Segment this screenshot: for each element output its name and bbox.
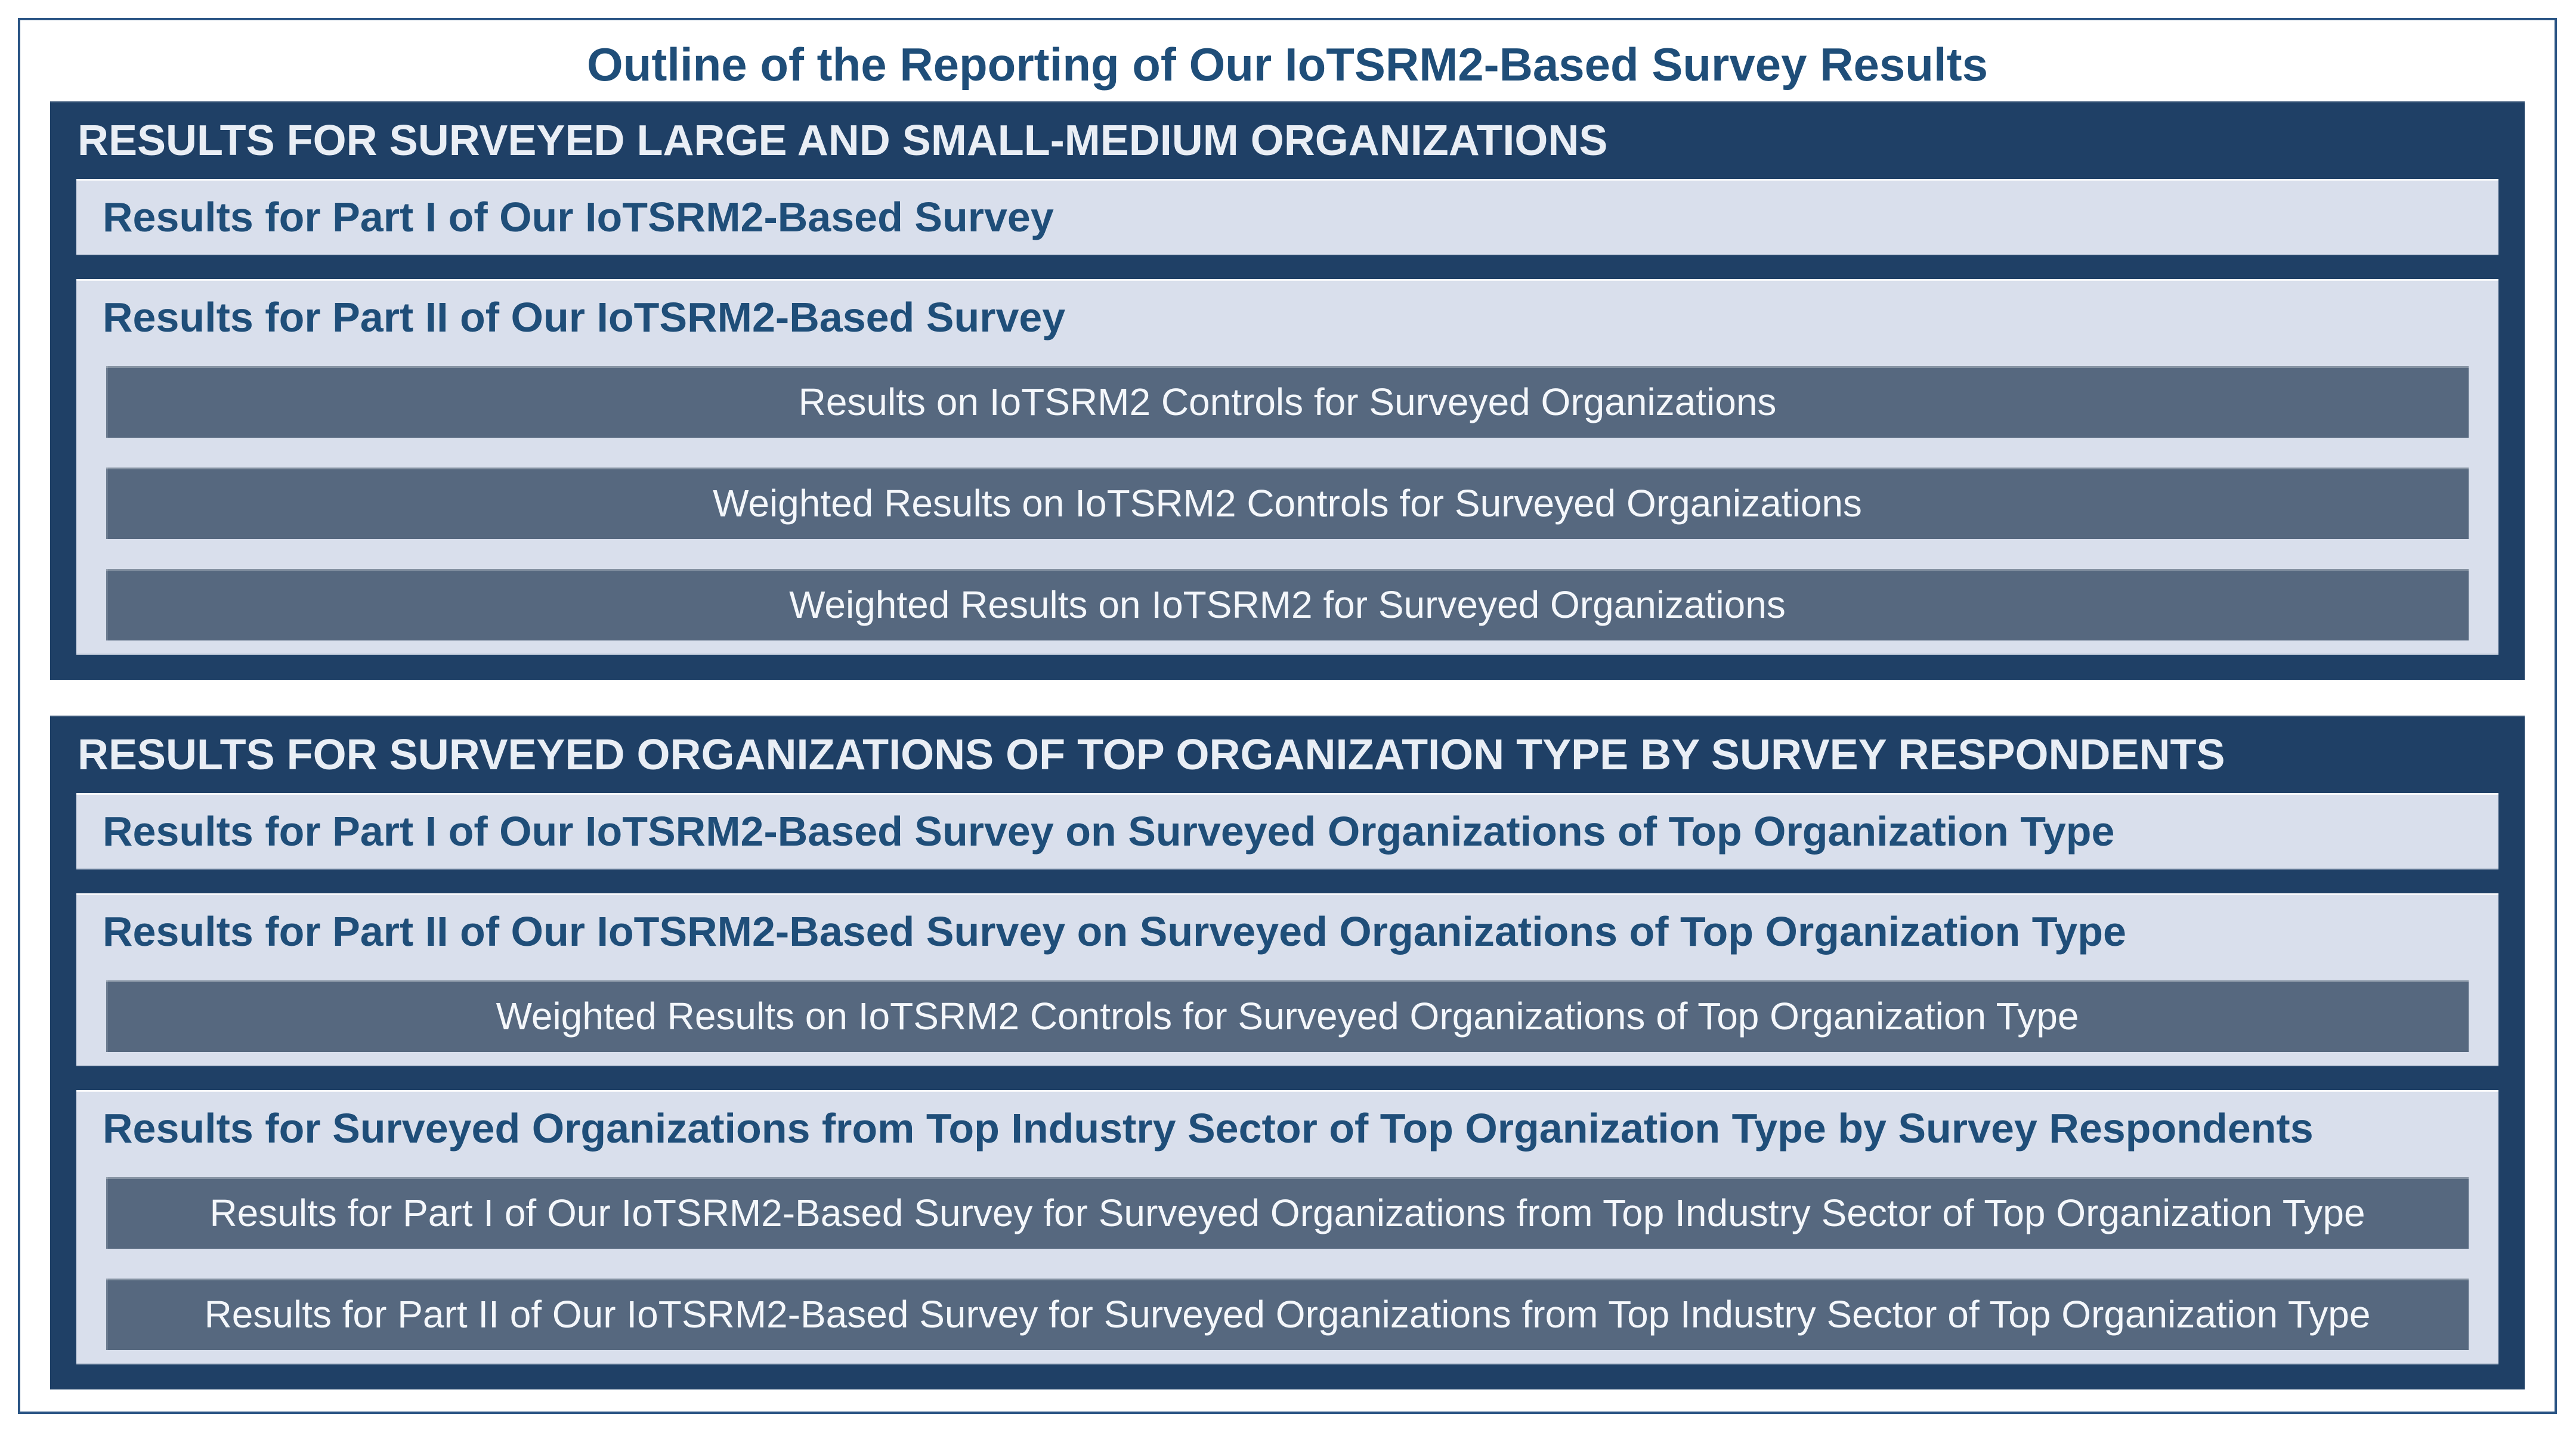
report-item-bar: Weighted Results on IoTSRM2 for Surveyed…	[106, 569, 2469, 640]
section-header: RESULTS FOR SURVEYED LARGE AND SMALL-MED…	[78, 117, 1608, 165]
diagram-title: Outline of the Reporting of Our IoTSRM2-…	[587, 38, 1988, 91]
report-item-bar: Results for Part II of Our IoTSRM2-Based…	[106, 1279, 2469, 1350]
report-item-bar: Results on IoTSRM2 Controls for Surveyed…	[106, 366, 2469, 438]
subsection-part2-top-org-type: Results for Part II of Our IoTSRM2-Based…	[76, 893, 2498, 1066]
subsection-heading: Results for Part I of Our IoTSRM2-Based …	[103, 194, 1054, 240]
subsection-part1-top-org-type: Results for Part I of Our IoTSRM2-Based …	[76, 793, 2498, 869]
section-large-smb-organizations: RESULTS FOR SURVEYED LARGE AND SMALL-MED…	[50, 101, 2525, 680]
subsection-heading: Results for Part II of Our IoTSRM2-Based…	[103, 908, 2126, 955]
section-top-organization-type: RESULTS FOR SURVEYED ORGANIZATIONS OF TO…	[50, 716, 2525, 1389]
outer-frame: Outline of the Reporting of Our IoTSRM2-…	[18, 18, 2557, 1414]
subsection-part1-survey: Results for Part I of Our IoTSRM2-Based …	[76, 179, 2498, 255]
report-item-bar: Weighted Results on IoTSRM2 Controls for…	[106, 980, 2469, 1052]
report-item-bar: Weighted Results on IoTSRM2 Controls for…	[106, 468, 2469, 539]
section-header: RESULTS FOR SURVEYED ORGANIZATIONS OF TO…	[78, 731, 2225, 779]
subsection-part2-survey: Results for Part II of Our IoTSRM2-Based…	[76, 279, 2498, 655]
report-item-bar: Results for Part I of Our IoTSRM2-Based …	[106, 1177, 2469, 1249]
subsection-heading: Results for Part I of Our IoTSRM2-Based …	[103, 808, 2115, 855]
subsection-heading: Results for Part II of Our IoTSRM2-Based…	[103, 294, 1066, 341]
subsection-heading: Results for Surveyed Organizations from …	[103, 1105, 2314, 1152]
subsection-top-industry-sector: Results for Surveyed Organizations from …	[76, 1090, 2498, 1364]
